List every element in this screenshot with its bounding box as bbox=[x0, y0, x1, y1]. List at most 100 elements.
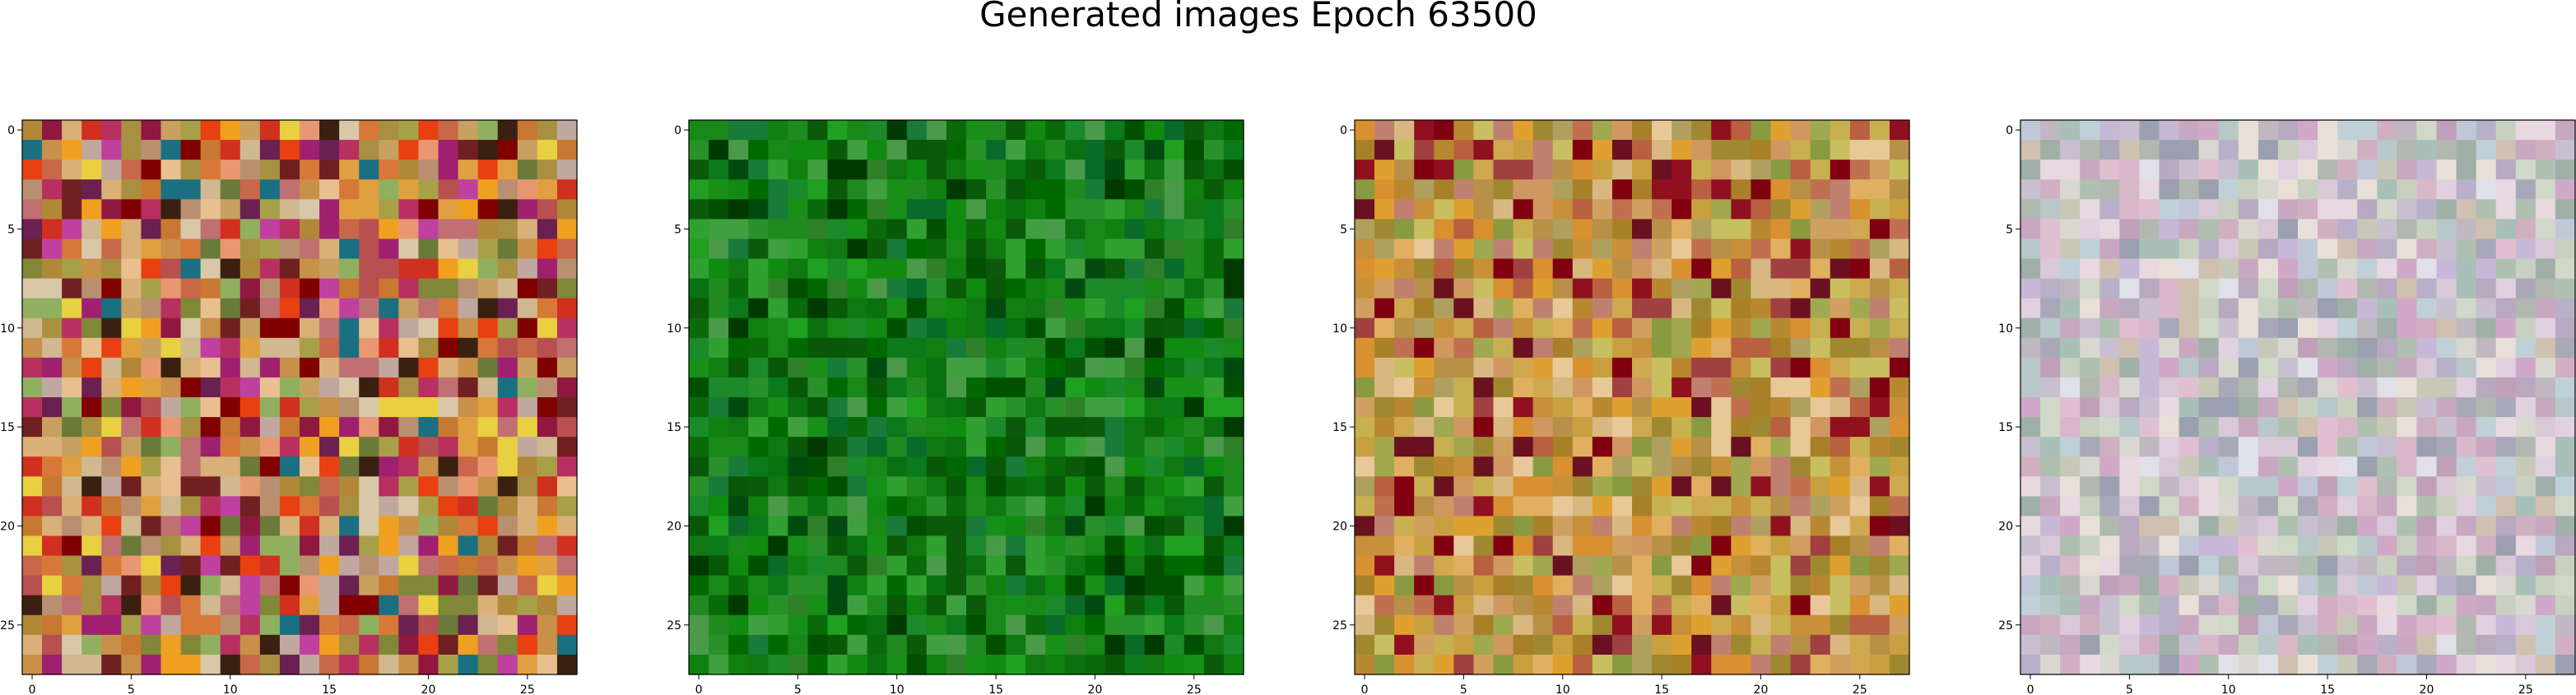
pixel bbox=[1394, 496, 1415, 517]
pixel bbox=[2357, 239, 2378, 260]
pixel bbox=[1065, 654, 1086, 675]
pixel bbox=[1632, 160, 1653, 180]
pixel bbox=[2159, 357, 2180, 378]
pixel bbox=[827, 654, 849, 675]
pixel bbox=[42, 595, 63, 616]
pixel bbox=[1006, 575, 1026, 596]
pixel bbox=[946, 317, 967, 339]
pixel bbox=[926, 317, 947, 339]
pixel bbox=[906, 298, 928, 319]
pixel bbox=[768, 140, 788, 160]
pixel bbox=[398, 377, 420, 398]
pixel bbox=[1473, 595, 1495, 616]
pixel bbox=[2436, 377, 2457, 398]
pixel bbox=[2119, 239, 2141, 260]
pixel bbox=[807, 516, 829, 537]
pixel bbox=[2198, 555, 2220, 577]
pixel bbox=[1164, 417, 1185, 438]
pixel bbox=[220, 140, 241, 160]
pixel bbox=[141, 456, 162, 477]
pixel bbox=[1065, 199, 1086, 220]
pixel bbox=[1552, 278, 1574, 299]
pixel bbox=[1869, 258, 1890, 280]
pixel bbox=[1532, 258, 1554, 280]
pixel bbox=[22, 179, 43, 200]
pixel bbox=[2060, 417, 2081, 438]
pixel bbox=[537, 219, 558, 240]
pixel bbox=[1711, 397, 1732, 418]
pixel bbox=[807, 614, 829, 636]
pixel bbox=[768, 179, 788, 200]
pixel bbox=[1810, 516, 1831, 537]
pixel bbox=[1572, 456, 1593, 477]
pixel bbox=[709, 179, 729, 200]
pixel bbox=[926, 357, 947, 378]
pixel bbox=[319, 437, 340, 457]
pixel bbox=[1711, 140, 1732, 160]
pixel bbox=[1849, 120, 1871, 141]
pixel bbox=[2337, 337, 2358, 359]
pixel bbox=[847, 357, 868, 378]
pixel bbox=[1183, 555, 1205, 577]
pixel bbox=[1085, 496, 1106, 517]
pixel bbox=[2377, 654, 2397, 675]
pixel bbox=[1790, 298, 1811, 319]
pixel bbox=[2555, 456, 2576, 477]
pixel bbox=[1770, 278, 1792, 299]
pixel bbox=[1691, 397, 1712, 418]
pixel bbox=[121, 654, 142, 675]
pixel bbox=[2119, 337, 2141, 359]
pixel bbox=[141, 337, 162, 359]
pixel bbox=[1006, 140, 1026, 160]
pixel bbox=[689, 535, 709, 557]
pixel bbox=[1164, 377, 1185, 398]
pixel bbox=[2257, 278, 2279, 299]
pixel bbox=[458, 239, 479, 260]
pixel bbox=[1025, 199, 1046, 220]
pixel bbox=[847, 298, 868, 319]
pixel bbox=[1394, 120, 1415, 141]
pixel bbox=[2476, 357, 2497, 378]
pixel bbox=[398, 120, 420, 141]
pixel bbox=[2377, 397, 2397, 418]
pixel bbox=[200, 377, 221, 398]
pixel bbox=[2218, 397, 2239, 418]
pixel bbox=[1790, 160, 1811, 180]
pixel bbox=[1374, 575, 1395, 596]
pixel bbox=[1065, 298, 1086, 319]
pixel bbox=[1065, 219, 1086, 240]
pixel bbox=[2060, 496, 2081, 517]
pixel bbox=[239, 456, 261, 477]
y-tick-label: 20 bbox=[667, 520, 681, 533]
pixel bbox=[1889, 437, 1910, 457]
pixel bbox=[1592, 476, 1613, 497]
pixel bbox=[1183, 614, 1205, 636]
pixel bbox=[986, 496, 1007, 517]
pixel bbox=[2020, 614, 2041, 636]
pixel bbox=[398, 437, 420, 457]
pixel bbox=[1223, 140, 1244, 160]
pixel bbox=[986, 160, 1007, 180]
pixel bbox=[180, 595, 202, 616]
pixel bbox=[1164, 595, 1185, 616]
pixel bbox=[2436, 614, 2457, 636]
pixel bbox=[2318, 258, 2338, 280]
pixel bbox=[101, 437, 122, 457]
pixel bbox=[1104, 397, 1126, 418]
pixel bbox=[1104, 496, 1126, 517]
pixel bbox=[239, 317, 261, 339]
pixel bbox=[1652, 179, 1672, 200]
pixel bbox=[1513, 397, 1534, 418]
pixel bbox=[2416, 317, 2438, 339]
pixel bbox=[2040, 654, 2061, 675]
pixel bbox=[2535, 496, 2556, 517]
pixel bbox=[1203, 179, 1225, 200]
pixel bbox=[2080, 140, 2100, 160]
pixel bbox=[2020, 555, 2041, 577]
pixel bbox=[160, 437, 182, 457]
pixel bbox=[1473, 357, 1495, 378]
pixel bbox=[1849, 535, 1871, 557]
pixel bbox=[2080, 417, 2100, 438]
pixel bbox=[259, 476, 281, 497]
pixel bbox=[1183, 397, 1205, 418]
